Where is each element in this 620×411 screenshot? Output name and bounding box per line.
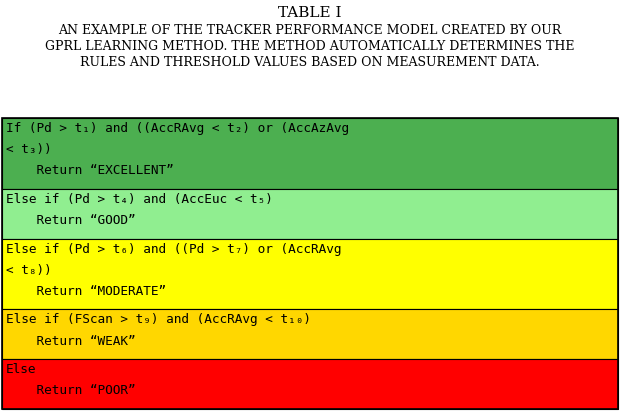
- Text: GPRL LEARNING METHOD. THE METHOD AUTOMATICALLY DETERMINES THE: GPRL LEARNING METHOD. THE METHOD AUTOMAT…: [45, 40, 575, 53]
- Bar: [2, 309, 618, 359]
- Bar: [2, 189, 618, 238]
- Text: Return “MODERATE”: Return “MODERATE”: [6, 285, 166, 298]
- Text: Return “EXCELLENT”: Return “EXCELLENT”: [6, 164, 174, 177]
- Text: Else: Else: [6, 363, 37, 376]
- Text: Else if (Pd > t₆) and ((Pd > t₇) or (AccRAvg: Else if (Pd > t₆) and ((Pd > t₇) or (Acc…: [6, 242, 342, 256]
- Bar: [2, 118, 618, 409]
- Text: Return “WEAK”: Return “WEAK”: [6, 335, 136, 348]
- Text: RULES AND THRESHOLD VALUES BASED ON MEASUREMENT DATA.: RULES AND THRESHOLD VALUES BASED ON MEAS…: [80, 56, 540, 69]
- Text: AN EXAMPLE OF THE TRACKER PERFORMANCE MODEL CREATED BY OUR: AN EXAMPLE OF THE TRACKER PERFORMANCE MO…: [58, 24, 562, 37]
- Text: If (Pd > t₁) and ((AccRAvg < t₂) or (AccAzAvg: If (Pd > t₁) and ((AccRAvg < t₂) or (Acc…: [6, 122, 349, 135]
- Bar: [2, 359, 618, 409]
- Bar: [2, 118, 618, 189]
- Text: < t₈)): < t₈)): [6, 264, 51, 277]
- Text: Else if (FScan > t₉) and (AccRAvg < t₁₀): Else if (FScan > t₉) and (AccRAvg < t₁₀): [6, 313, 311, 326]
- Bar: [2, 238, 618, 309]
- Text: < t₃)): < t₃)): [6, 143, 51, 156]
- Text: Else if (Pd > t₄) and (AccEuc < t₅): Else if (Pd > t₄) and (AccEuc < t₅): [6, 193, 273, 206]
- Text: TABLE I: TABLE I: [278, 6, 342, 20]
- Text: Return “POOR”: Return “POOR”: [6, 384, 136, 397]
- Text: Return “GOOD”: Return “GOOD”: [6, 214, 136, 227]
